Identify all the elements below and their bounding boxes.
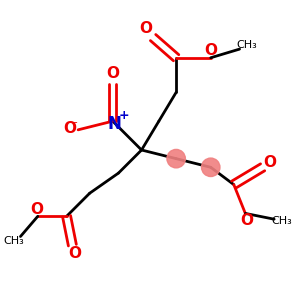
Text: O: O: [69, 246, 82, 261]
Circle shape: [167, 149, 185, 168]
Text: +: +: [118, 109, 129, 122]
Text: CH₃: CH₃: [236, 40, 257, 50]
Text: O: O: [63, 121, 76, 136]
Text: N: N: [107, 115, 121, 133]
Circle shape: [202, 158, 220, 176]
Text: −: −: [70, 118, 78, 128]
Text: O: O: [106, 66, 119, 81]
Text: O: O: [204, 43, 217, 58]
Text: CH₃: CH₃: [3, 236, 24, 246]
Text: O: O: [140, 21, 152, 36]
Text: O: O: [263, 155, 276, 170]
Text: O: O: [240, 213, 253, 228]
Text: O: O: [30, 202, 43, 217]
Text: CH₃: CH₃: [271, 216, 292, 226]
